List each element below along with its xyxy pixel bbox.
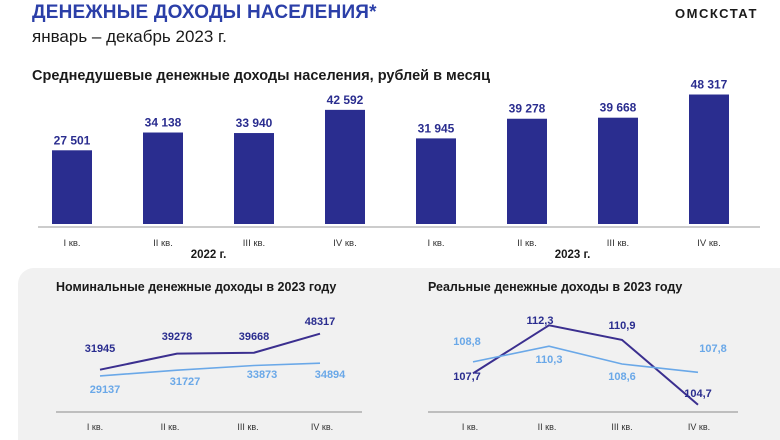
point-value-label: 31945 (85, 343, 116, 355)
point-value-label: 104,7 (684, 388, 712, 400)
x-tick-label: I кв. (462, 422, 478, 432)
x-tick-label: III кв. (237, 422, 258, 432)
bar-value-label: 48 317 (691, 78, 728, 92)
bar (598, 117, 638, 224)
point-value-label: 108,8 (453, 336, 481, 348)
x-tick-label: III кв. (611, 422, 632, 432)
year-group-label: 2023 г. (555, 249, 591, 261)
bar (507, 118, 547, 224)
x-tick-label: I кв. (427, 238, 444, 249)
bar-value-label: 39 278 (509, 102, 546, 116)
bar (325, 109, 365, 224)
bar-chart: 27 501 I кв. 34 138 II кв. 33 940 III кв. 42 5… (38, 78, 760, 261)
page-title: ДЕНЕЖНЫЕ ДОХОДЫ НАСЕЛЕНИЯ* (32, 2, 377, 23)
real-series-line (472, 324, 699, 406)
year-group-label: 2022 г. (191, 249, 227, 261)
bar (52, 150, 92, 224)
bottom-panel (18, 268, 780, 440)
point-value-label: 39668 (239, 331, 270, 343)
point-value-label: 33873 (247, 369, 278, 381)
point-value-label: 29137 (90, 384, 121, 396)
bar-value-label: 39 668 (600, 101, 637, 115)
point-value-label: 39278 (162, 331, 193, 343)
nominal-chart-title: Номинальные денежные доходы в 2023 году (56, 280, 337, 294)
x-tick-label: II кв. (153, 238, 173, 249)
x-tick-label: I кв. (63, 238, 80, 249)
x-tick-label: II кв. (517, 238, 537, 249)
x-tick-label: III кв. (243, 238, 265, 249)
x-tick-label: IV кв. (688, 422, 710, 432)
point-value-label: 108,6 (608, 371, 636, 383)
x-tick-label: III кв. (607, 238, 629, 249)
x-tick-label: I кв. (87, 422, 103, 432)
bar-value-label: 33 940 (236, 116, 273, 130)
brand-logo-text: ОМСКСТАТ (675, 6, 758, 21)
nominal-series-line (99, 332, 321, 371)
real-series-line-light (472, 345, 699, 374)
point-value-label: 110,3 (536, 354, 563, 366)
bar (416, 138, 456, 224)
page-subtitle: январь – декабрь 2023 г. (32, 27, 227, 46)
point-value-label: 34894 (315, 369, 346, 381)
nominal-series-line-light (99, 362, 321, 377)
x-tick-label: II кв. (538, 422, 557, 432)
point-value-label: 31727 (170, 376, 201, 388)
bar-value-label: 27 501 (54, 133, 91, 147)
point-value-label: 112,3 (527, 315, 554, 327)
bar-chart-title: Среднедушевые денежные доходы населения,… (32, 68, 491, 84)
point-value-label: 107,7 (453, 371, 481, 383)
real-chart-title: Реальные денежные доходы в 2023 году (428, 280, 683, 294)
x-tick-label: IV кв. (697, 238, 720, 249)
point-value-label: 107,8 (699, 343, 727, 355)
x-tick-label: II кв. (161, 422, 180, 432)
bar (689, 94, 729, 224)
bar-value-label: 42 592 (327, 93, 364, 107)
bar-value-label: 31 945 (418, 121, 455, 135)
point-value-label: 110,9 (609, 320, 636, 332)
bar (143, 132, 183, 224)
x-tick-label: IV кв. (333, 238, 356, 249)
point-value-label: 48317 (305, 316, 336, 328)
bar (234, 133, 274, 224)
x-tick-label: IV кв. (311, 422, 333, 432)
bar-value-label: 34 138 (145, 116, 182, 130)
